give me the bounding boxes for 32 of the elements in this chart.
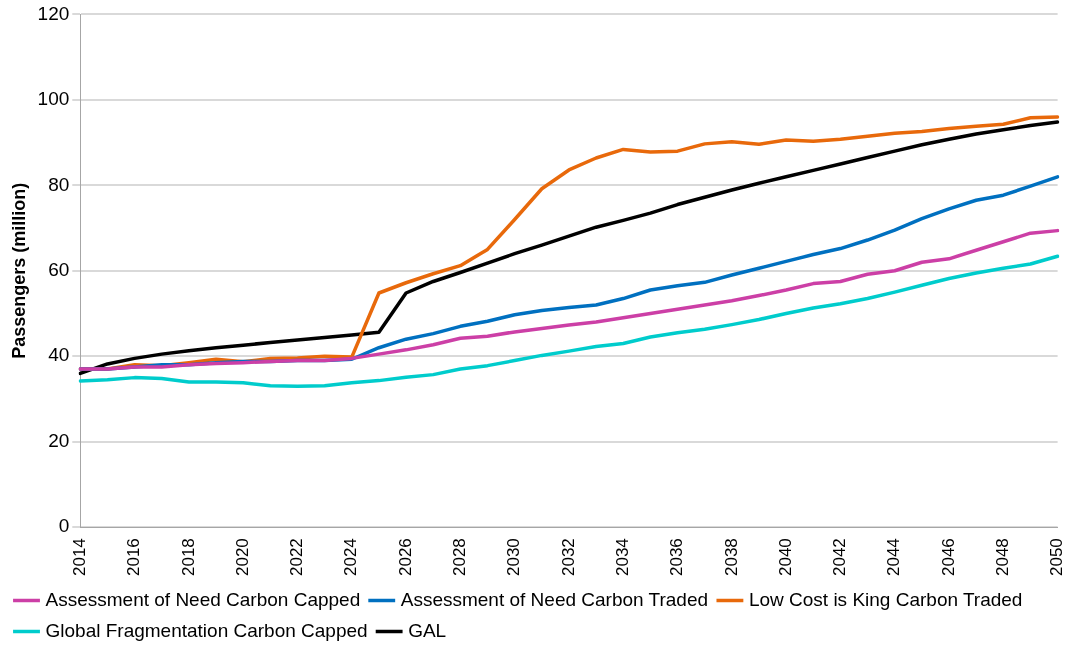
x-tick-label: 2024 [341, 538, 361, 577]
x-tick-label: 2046 [938, 538, 958, 577]
x-tick-label: 2026 [395, 538, 415, 577]
x-tick-label: 2014 [69, 538, 89, 577]
legend-label: Low Cost is King Carbon Traded [748, 588, 1023, 610]
legend-label: Global Fragmentation Carbon Capped [45, 619, 368, 641]
x-tick-label: 2018 [178, 538, 198, 577]
legend-label: Assessment of Need Carbon Capped [45, 588, 361, 610]
y-axis-title: Passengers (million) [8, 182, 29, 359]
x-tick-label: 2036 [667, 538, 687, 577]
y-tick-label: 0 [58, 515, 70, 537]
x-tick-label: 2034 [612, 538, 632, 577]
x-tick-label: 2050 [1047, 538, 1067, 577]
legend-label: Assessment of Need Carbon Traded [400, 588, 709, 610]
x-tick-label: 2044 [884, 538, 904, 577]
x-tick-label: 2032 [558, 538, 578, 577]
y-tick-label: 40 [48, 344, 70, 366]
x-tick-label: 2022 [287, 538, 307, 577]
y-tick-label: 80 [48, 173, 70, 195]
x-tick-label: 2028 [450, 538, 470, 577]
y-tick-label: 60 [48, 259, 70, 281]
x-tick-label: 2038 [721, 538, 741, 577]
x-tick-label: 2040 [775, 538, 795, 577]
x-tick-label: 2042 [830, 538, 850, 577]
y-tick-label: 20 [48, 429, 70, 451]
legend-label: GAL [408, 619, 447, 641]
y-tick-label: 120 [37, 2, 70, 24]
y-tick-label: 100 [37, 88, 70, 110]
x-tick-label: 2016 [124, 538, 144, 577]
x-tick-label: 2048 [992, 538, 1012, 577]
x-tick-label: 2020 [232, 538, 252, 577]
x-tick-label: 2030 [504, 538, 524, 577]
